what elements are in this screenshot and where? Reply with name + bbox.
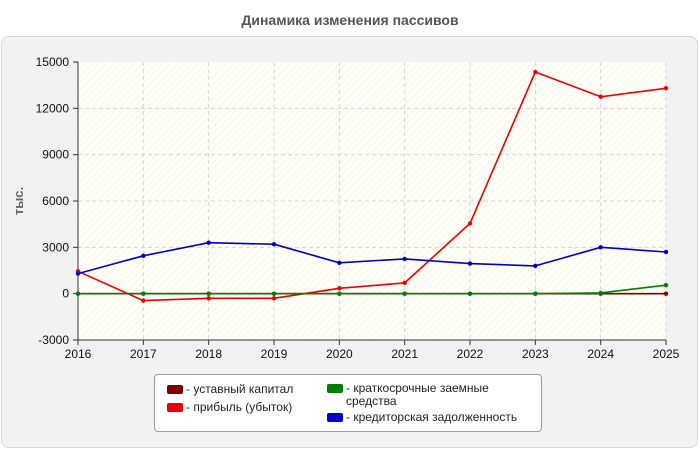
x-tick-label: 2022 [457,347,484,361]
legend-label-accounts-payable: - кредиторская задолженность [346,410,518,424]
data-point-short-term-loans [206,291,211,296]
data-point-charter-capital [663,291,669,296]
data-point-profit [402,280,407,286]
data-point-accounts-payable [337,260,342,265]
data-point-profit [337,286,342,291]
data-point-accounts-payable [533,263,538,269]
legend: - уставный капитал - прибыль (убыток) - … [154,374,542,432]
data-point-profit [271,296,277,301]
x-tick-label: 2018 [195,347,222,361]
legend-swatch-short-term-loans [327,384,343,393]
legend-swatch-accounts-payable [327,413,343,422]
data-point-short-term-loans [533,291,538,296]
data-point-accounts-payable [467,261,473,266]
data-point-profit [598,94,603,99]
data-point-accounts-payable [663,249,669,255]
y-tick-label: -3000 [38,333,69,347]
data-point-profit [533,69,538,75]
series-lines [75,69,669,303]
axis-ticks: -3000 0 3000 6000 9000 12000 15000 2016 2017 2018… [36,55,680,361]
legend-label-short-term-loans: - краткосрочные заемные средства [346,381,489,408]
y-axis-label: тыс. [11,187,26,215]
data-point-short-term-loans [141,291,146,296]
x-tick-label: 2017 [130,347,157,361]
series-line-short-term-loans [78,284,667,295]
legend-item-charter-capital: - уставный капитал [167,383,327,396]
data-point-accounts-payable [75,271,81,276]
chart-title: Динамика изменения пассивов [241,12,459,28]
legend-item-accounts-payable: - кредиторская задолженность [327,411,537,424]
y-tick-label: 12000 [36,101,70,115]
x-tick-label: 2023 [522,347,549,361]
data-point-accounts-payable [141,253,146,259]
data-point-profit [663,86,669,91]
y-tick-label: 15000 [36,55,70,69]
legend-swatch-charter-capital [167,385,183,394]
data-point-accounts-payable [271,242,277,247]
y-tick-label: 9000 [42,148,69,162]
legend-label-charter-capital: - уставный капитал [186,382,294,396]
x-tick-label: 2016 [65,347,92,361]
x-tick-label: 2021 [391,347,418,361]
data-point-short-term-loans [467,291,473,296]
x-tick-label: 2020 [326,347,353,361]
data-point-accounts-payable [598,245,603,250]
data-point-profit [141,298,146,303]
legend-swatch-profit [167,403,183,412]
series-line-profit [77,71,667,302]
y-tick-label: 3000 [42,240,69,254]
series-line-accounts-payable [77,241,667,275]
data-point-accounts-payable [206,240,211,245]
x-tick-label: 2024 [587,347,614,361]
x-tick-label: 2019 [261,347,288,361]
data-point-profit [206,296,211,301]
data-point-short-term-loans [271,291,277,296]
y-tick-label: 0 [62,287,69,301]
data-point-short-term-loans [75,291,81,296]
data-point-short-term-loans [598,290,603,296]
x-tick-label: 2025 [653,347,680,361]
legend-item-profit: - прибыль (убыток) [167,401,327,414]
data-point-profit [467,221,473,226]
y-tick-label: 6000 [42,194,69,208]
data-point-short-term-loans [663,282,669,288]
data-point-short-term-loans [337,291,342,296]
legend-item-short-term-loans: - краткосрочные заемные средства [327,382,532,408]
data-point-short-term-loans [402,291,407,296]
data-point-accounts-payable [402,256,407,262]
legend-label-profit: - прибыль (убыток) [186,400,293,414]
